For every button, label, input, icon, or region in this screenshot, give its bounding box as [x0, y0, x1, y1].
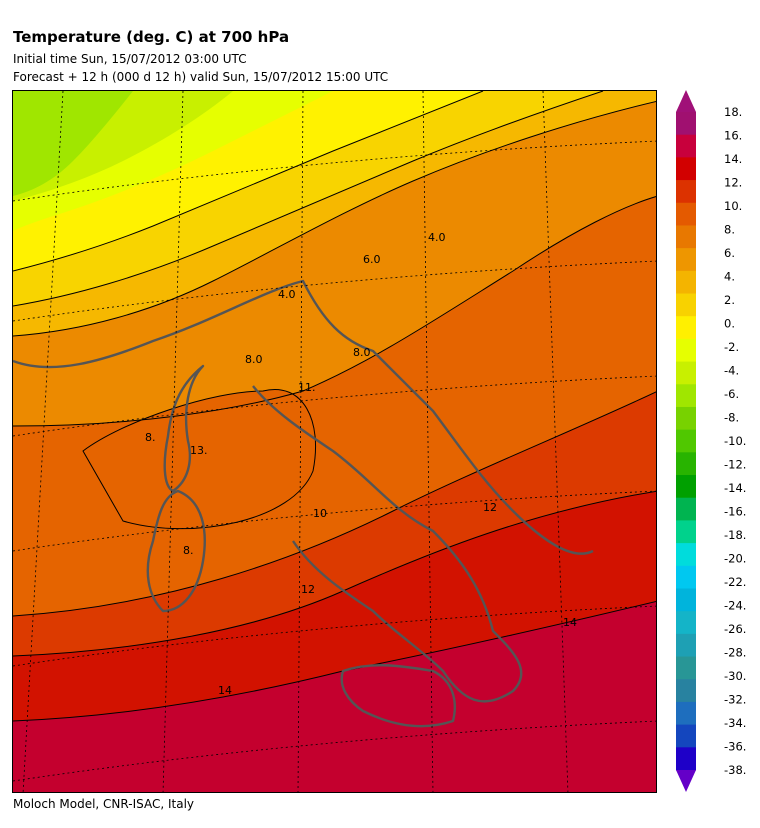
contour-label: 8.0 [353, 346, 371, 359]
band-14 [13, 601, 656, 792]
legend-tick-label: 6. [724, 246, 735, 260]
legend-arrow-top [676, 90, 696, 112]
legend-tick-label: -10. [724, 434, 746, 448]
legend-swatch [676, 180, 696, 204]
legend-tick-label: -26. [724, 622, 746, 636]
legend-tick-label: -12. [724, 458, 746, 472]
legend-tick-label: 0. [724, 317, 735, 331]
coastlines [13, 279, 594, 728]
legend-tick-label: -30. [724, 669, 746, 683]
legend-tick-label: -4. [724, 364, 739, 378]
legend-swatch [676, 157, 696, 181]
contour-label: 8.0 [245, 353, 263, 366]
color-legend: 18. 16. 14. 12. 10. 8. 6. 4. 2. 0. -2. -4. -6. -8. -10… [672, 88, 760, 794]
legend-tick-label: 18. [724, 105, 742, 119]
legend-tick-label: -20. [724, 552, 746, 566]
legend-tick-label: -2. [724, 340, 739, 354]
legend-tick-label: 12. [724, 176, 742, 190]
legend-arrow-bottom [676, 770, 696, 792]
legend-tick-label: 16. [724, 129, 742, 143]
legend-swatch [676, 497, 696, 521]
legend-swatch [676, 724, 696, 748]
legend-swatch [676, 429, 696, 453]
legend-tick-label: -22. [724, 575, 746, 589]
legend-swatch [676, 543, 696, 567]
legend-canvas: 18. 16. 14. 12. 10. 8. 6. 4. 2. 0. -2. -4. -6. -8. -10… [676, 90, 746, 792]
graticule [13, 91, 656, 792]
contour-label: 4.0 [428, 231, 446, 244]
contour-label: 12 [301, 583, 315, 596]
legend-tick-label: -28. [724, 646, 746, 660]
band-8-island [83, 389, 316, 529]
contour-label: 11. [298, 381, 316, 394]
legend-tick-label: -38. [724, 763, 746, 777]
initial-time: Initial time Sun, 15/07/2012 03:00 UTC [13, 52, 247, 66]
legend-swatch [676, 406, 696, 431]
legend-tick-label: 4. [724, 270, 735, 284]
legend-swatch [676, 225, 696, 249]
legend-swatch [676, 611, 696, 635]
forecast-time: Forecast + 12 h (000 d 12 h) valid Sun, … [13, 70, 389, 84]
legend-tick-label: -8. [724, 411, 739, 425]
legend-tick-label: -14. [724, 481, 746, 495]
legend-tick-label: -6. [724, 387, 739, 401]
legend-tick-label: 8. [724, 223, 735, 237]
legend-tick-label: -16. [724, 505, 746, 519]
legend-swatch [676, 701, 696, 726]
contour-label: 13. [190, 444, 208, 457]
legend-swatch [676, 316, 696, 340]
contour-label: 8. [145, 431, 156, 444]
legend-tick-label: -24. [724, 599, 746, 613]
legend-tick-label: 10. [724, 199, 742, 213]
legend-swatch [676, 452, 696, 476]
legend-swatch [676, 270, 696, 295]
legend-tick-label: 2. [724, 293, 735, 307]
legend-tick-label: -18. [724, 528, 746, 542]
band-neg6 [13, 91, 133, 196]
legend-swatch [676, 338, 696, 363]
contour-label: 4.0 [278, 288, 296, 301]
chart-title: Temperature (deg. C) at 700 hPa [13, 28, 290, 46]
legend-swatch [676, 202, 696, 226]
legend-swatch [676, 679, 696, 703]
legend-tick-label: -36. [724, 740, 746, 754]
contour-label: 8. [183, 544, 194, 557]
contour-label: 14 [218, 684, 232, 697]
map-canvas: 6.0 4.0 4.0 8.0 8.0 11. 8. 13. 8. 10 12 … [13, 91, 656, 792]
legend-swatch [676, 134, 696, 158]
contour-lines [13, 91, 656, 722]
legend-swatch [676, 747, 696, 771]
legend-tick-label: -32. [724, 693, 746, 707]
contour-label-group: 6.0 4.0 4.0 8.0 8.0 11. 8. 13. 8. 10 12 … [145, 231, 577, 697]
model-credit: Moloch Model, CNR-ISAC, Italy [13, 797, 195, 811]
legend-tick-label: 14. [724, 152, 742, 166]
contour-label: 12 [483, 501, 497, 514]
temperature-map: 6.0 4.0 4.0 8.0 8.0 11. 8. 13. 8. 10 12 … [12, 90, 657, 793]
legend-tick-label: -34. [724, 716, 746, 730]
legend-swatch [676, 248, 696, 272]
legend-swatch [676, 520, 696, 544]
legend-swatch [676, 112, 696, 136]
contour-label: 14 [563, 616, 577, 629]
contour-label: 10 [313, 507, 327, 520]
legend-swatch [676, 565, 696, 589]
legend-swatch [676, 633, 696, 658]
legend-swatch [676, 384, 696, 408]
legend-swatch [676, 656, 696, 680]
legend-swatch [676, 588, 696, 612]
legend-swatch [676, 293, 696, 317]
legend-swatch [676, 475, 696, 499]
legend-swatch [676, 361, 696, 385]
contour-label: 6.0 [363, 253, 381, 266]
